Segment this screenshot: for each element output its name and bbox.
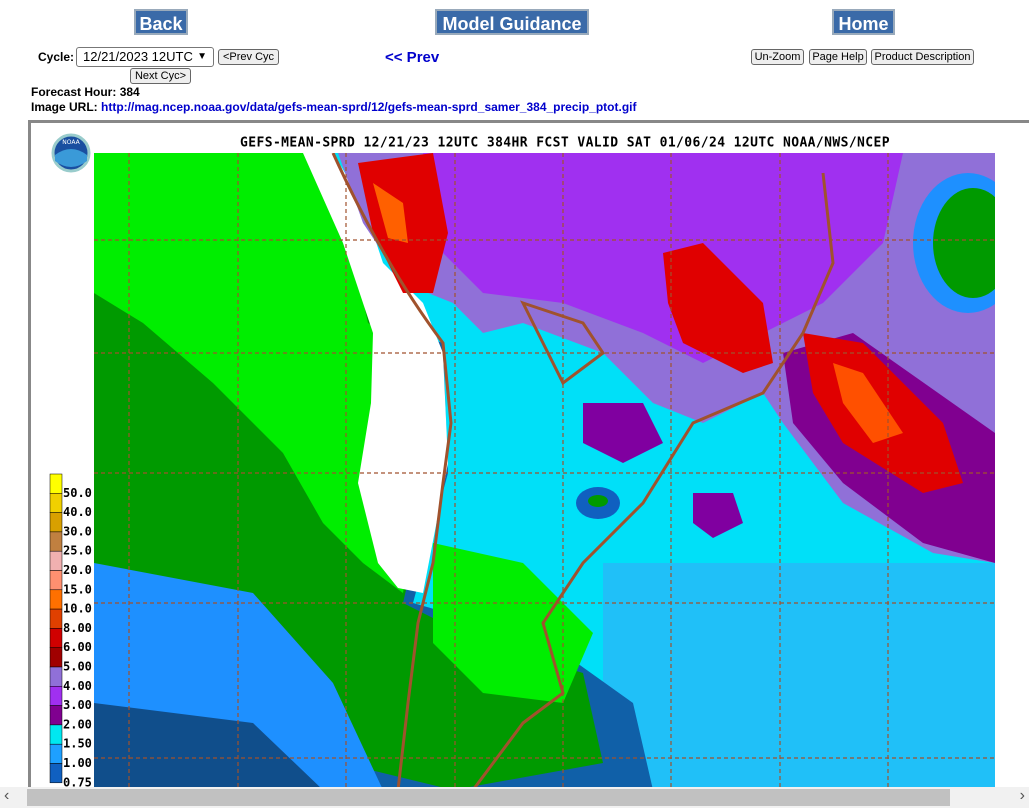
scroll-thumb[interactable] (27, 789, 950, 806)
legend-label: 1.50 (63, 737, 92, 751)
legend-label: 15.0 (63, 582, 92, 596)
map-image: GEFS-MEAN-SPRD 12/21/23 12UTC 384HR FCST… (28, 120, 1029, 787)
legend-swatch (49, 473, 63, 494)
legend-swatch (49, 493, 63, 513)
legend-label: 50.0 (63, 486, 92, 500)
logo-text: NOAA (62, 139, 80, 146)
legend-swatch (49, 743, 63, 764)
legend-label: 5.00 (63, 660, 92, 674)
cycle-select[interactable]: 12/21/2023 12UTC ▼ (76, 47, 214, 67)
legend-label: 6.00 (63, 640, 92, 654)
legend-swatch (49, 686, 63, 706)
cycle-value: 12/21/2023 12UTC (83, 49, 193, 64)
legend-swatch (49, 512, 63, 533)
legend-label: 1.00 (63, 756, 92, 770)
legend-swatch (49, 608, 63, 629)
legend-label: 4.00 (63, 679, 92, 693)
model-guidance-button[interactable]: Model Guidance (435, 9, 589, 35)
legend-swatch (49, 763, 63, 784)
forecast-hour-label: Forecast Hour: (31, 85, 117, 99)
legend-swatch (49, 666, 63, 687)
prev-link[interactable]: << Prev (385, 49, 440, 66)
legend-label: 20.0 (63, 563, 92, 577)
home-button[interactable]: Home (832, 9, 895, 35)
legend-label: 10.0 (63, 602, 92, 616)
legend-swatch (49, 724, 63, 745)
legend-label: 30.0 (63, 524, 92, 538)
legend-label: 0.75 (63, 775, 92, 787)
un-zoom-button[interactable]: Un-Zoom (751, 49, 804, 65)
legend-label: 3.00 (63, 698, 92, 712)
legend-swatch (49, 531, 63, 552)
image-url-label: Image URL: (31, 100, 98, 114)
page-help-button[interactable]: Page Help (809, 49, 867, 65)
legend-label: 8.00 (63, 621, 92, 635)
dropdown-arrow: ▼ (197, 51, 207, 62)
image-url: Image URL: http://mag.ncep.noaa.gov/data… (31, 100, 637, 114)
map-title: GEFS-MEAN-SPRD 12/21/23 12UTC 384HR FCST… (240, 136, 890, 151)
noaa-logo: NOAA (51, 133, 91, 173)
legend-swatch (49, 628, 63, 648)
legend-swatch (49, 550, 63, 571)
horizontal-scrollbar[interactable]: ‹ › (0, 787, 1029, 808)
back-button[interactable]: Back (134, 9, 188, 35)
legend-label: 25.0 (63, 544, 92, 558)
legend-label: 40.0 (63, 505, 92, 519)
map-svg: GEFS-MEAN-SPRD 12/21/23 12UTC 384HR FCST… (49, 133, 995, 787)
cycle-label: Cycle: (38, 50, 75, 64)
legend-label: 2.00 (63, 717, 92, 731)
map-field (94, 153, 995, 787)
product-description-button[interactable]: Product Description (871, 49, 974, 65)
scroll-left[interactable]: ‹ (4, 787, 10, 804)
legend-swatch (49, 589, 63, 610)
image-url-link[interactable]: http://mag.ncep.noaa.gov/data/gefs-mean-… (101, 100, 637, 114)
legend-swatch (49, 647, 63, 668)
legend: 50.0 40.0 30.0 25.0 20.0 15.0 10.0 8.00 6.00 5.00… (49, 473, 92, 787)
prev-cycle-button[interactable]: <Prev Cyc (218, 49, 279, 65)
forecast-hour: Forecast Hour: 384 (31, 85, 140, 99)
scroll-right[interactable]: › (1019, 787, 1025, 804)
next-cycle-button[interactable]: Next Cyc> (130, 68, 191, 84)
forecast-hour-value: 384 (119, 85, 140, 99)
legend-swatch (49, 570, 63, 591)
legend-swatch (49, 705, 63, 726)
